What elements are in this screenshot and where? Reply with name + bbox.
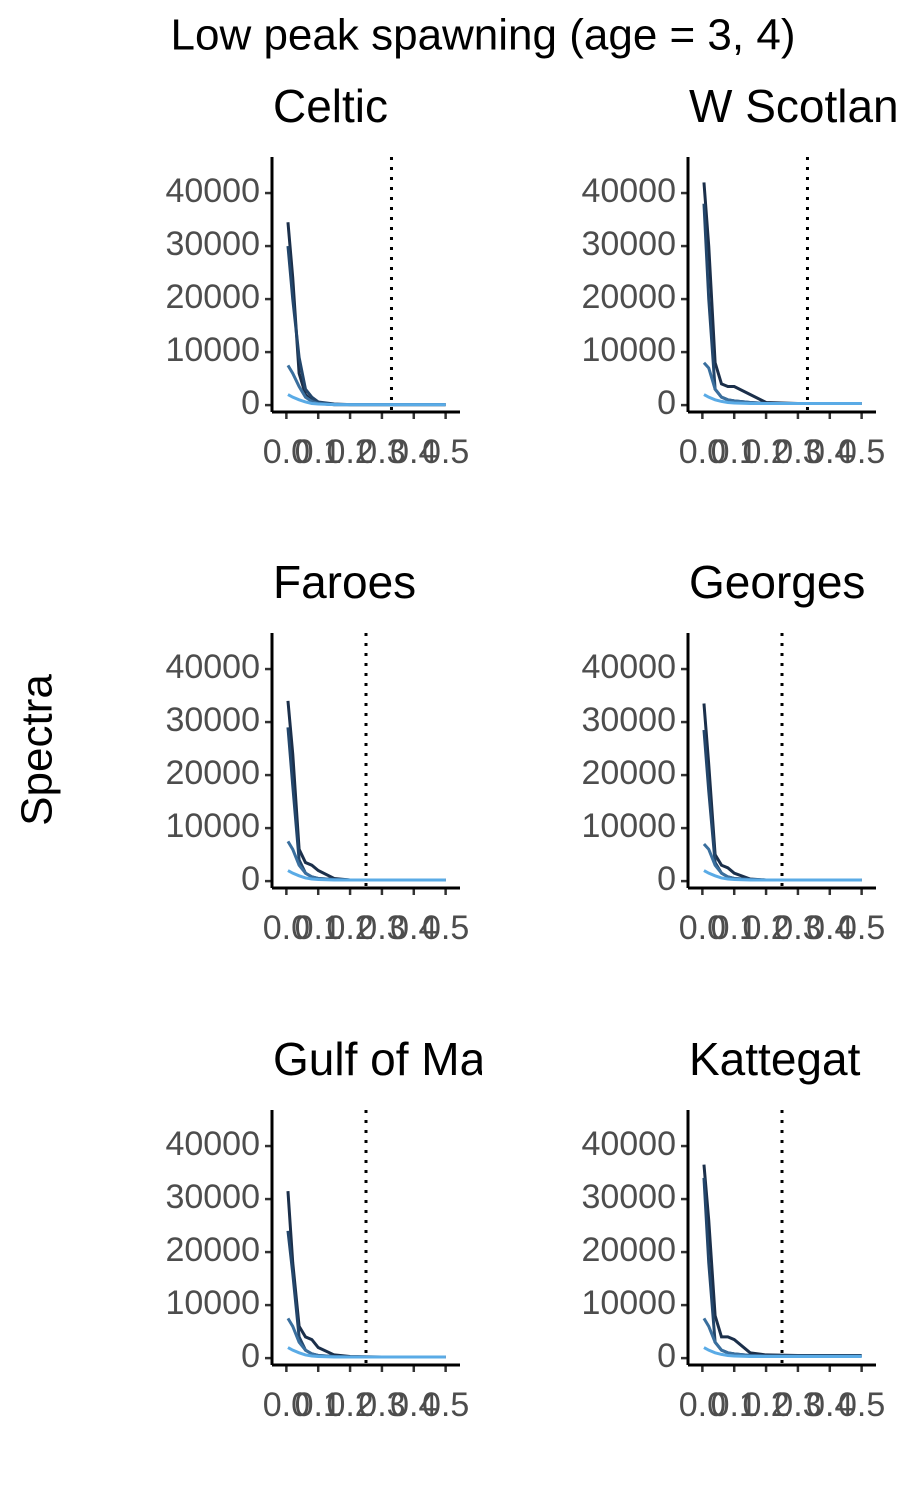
y-tick-label: 10000 (165, 1284, 260, 1322)
panel-title: Gulf of Ma (273, 1033, 486, 1085)
x-tick-label: 0.5 (838, 909, 885, 947)
x-tick-label: 0.1 (295, 1386, 342, 1424)
y-tick-label: 40000 (165, 648, 260, 686)
panel: W Scotlan0100002000030000400000.00.10.20… (581, 80, 898, 471)
y-tick-label: 0 (241, 860, 260, 898)
x-tick-label: 0.4 (806, 909, 853, 947)
x-tick-label: 0.3 (358, 433, 405, 471)
x-tick-label: 0.4 (390, 1386, 437, 1424)
y-tick-label: 20000 (165, 1231, 260, 1269)
y-tick-label: 30000 (165, 701, 260, 739)
x-tick-label: 0.5 (422, 909, 469, 947)
x-tick-label: 0.0 (263, 1386, 310, 1424)
y-tick-label: 0 (657, 860, 676, 898)
y-tick-label: 10000 (165, 807, 260, 845)
x-tick-label: 0.0 (679, 433, 726, 471)
y-tick-label: 0 (241, 1337, 260, 1375)
x-tick-label: 0.0 (679, 909, 726, 947)
series-line (286, 245, 446, 407)
panel-title: Kattegat (689, 1033, 861, 1085)
x-tick-label: 0.5 (422, 433, 469, 471)
y-tick-label: 20000 (581, 278, 676, 316)
y-tick-label: 40000 (581, 648, 676, 686)
x-tick-label: 0.3 (774, 433, 821, 471)
panel: Gulf of Ma 0 10000 20000 30000 40000 0.00.10.2… (165, 1033, 486, 1424)
y-tick-label: 10000 (581, 1284, 676, 1322)
y-tick-label: 30000 (581, 225, 676, 263)
x-tick-label: 0.5 (838, 1386, 885, 1424)
x-tick-label: 0.0 (263, 433, 310, 471)
x-tick-label: 0.3 (358, 909, 405, 947)
y-tick-label: 10000 (165, 331, 260, 369)
y-tick-label: 40000 (581, 1125, 676, 1163)
figure-title: Low peak spawning (age = 3, 4) (171, 11, 796, 60)
y-tick-label: 40000 (165, 172, 260, 210)
series-line (287, 869, 446, 882)
y-tick-label: 30000 (581, 701, 676, 739)
x-tick-label: 0.0 (679, 1386, 726, 1424)
y-tick-label: 40000 (165, 1125, 260, 1163)
y-axis-label: Spectra (13, 674, 62, 826)
panel: Kattegat0100002000030000400000.00.10.20.… (581, 1033, 885, 1424)
series-line (702, 1177, 862, 1358)
panel-title: Celtic (273, 80, 388, 132)
x-tick-label: 0.2 (742, 1386, 789, 1424)
x-tick-label: 0.1 (711, 1386, 758, 1424)
panel-title: W Scotlan (689, 80, 899, 132)
y-tick-label: 20000 (581, 754, 676, 792)
series-line (287, 393, 446, 407)
y-tick-label: 0 (657, 1337, 676, 1375)
y-tick-label: 30000 (165, 1178, 260, 1216)
panel: Faroes0100002000030000400000.00.10.20.30… (165, 556, 469, 947)
y-tick-label: 10000 (581, 331, 676, 369)
x-tick-label: 0.5 (422, 1386, 469, 1424)
y-tick-label: 0 (657, 384, 676, 422)
x-tick-label: 0.4 (806, 433, 853, 471)
y-tick-label: 20000 (581, 1231, 676, 1269)
x-tick-label: 0.4 (390, 433, 437, 471)
x-tick-label: 0.3 (774, 1386, 821, 1424)
y-tick-label: 30000 (165, 225, 260, 263)
series-line (702, 203, 862, 406)
y-tick-label: 30000 (581, 1178, 676, 1216)
series-line (702, 361, 862, 406)
x-tick-label: 0.2 (742, 909, 789, 947)
panel: Georges 0 10000 20000 30000 40000 0.00.10.20.3… (581, 556, 885, 947)
x-tick-label: 0.2 (326, 433, 373, 471)
series-line (703, 1346, 862, 1359)
y-tick-label: 20000 (165, 278, 260, 316)
y-tick-label: 20000 (165, 754, 260, 792)
series-line (703, 869, 862, 882)
x-tick-label: 0.4 (806, 1386, 853, 1424)
x-tick-label: 0.1 (295, 433, 342, 471)
series-line (702, 182, 862, 406)
x-tick-label: 0.2 (326, 1386, 373, 1424)
y-tick-label: 10000 (581, 807, 676, 845)
x-tick-label: 0.3 (774, 909, 821, 947)
x-tick-label: 0.1 (711, 433, 758, 471)
x-tick-label: 0.0 (263, 909, 310, 947)
x-tick-label: 0.4 (390, 909, 437, 947)
x-tick-label: 0.1 (295, 909, 342, 947)
panel-title: Georges (689, 556, 865, 608)
x-tick-label: 0.2 (326, 909, 373, 947)
x-tick-label: 0.1 (711, 909, 758, 947)
series-line (703, 393, 862, 406)
panel: Celtic0100002000030000400000.00.10.20.30… (165, 80, 469, 471)
series-line (286, 222, 446, 407)
x-tick-label: 0.2 (742, 433, 789, 471)
x-tick-label: 0.5 (838, 433, 885, 471)
x-tick-label: 0.3 (358, 1386, 405, 1424)
y-tick-label: 0 (241, 384, 260, 422)
y-tick-label: 40000 (581, 172, 676, 210)
series-line (287, 1346, 446, 1359)
panel-title: Faroes (273, 556, 416, 608)
